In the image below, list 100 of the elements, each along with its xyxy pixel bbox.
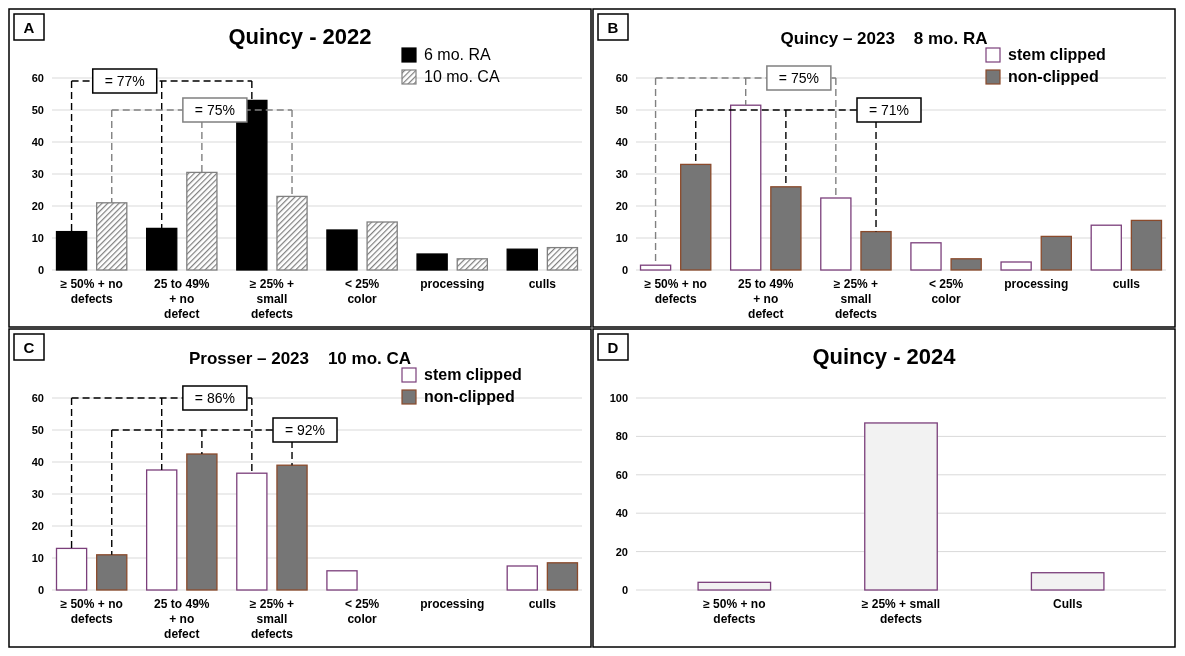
bar bbox=[366, 221, 398, 271]
legend-label: 10 mo. CA bbox=[424, 68, 500, 85]
y-tick-label: 20 bbox=[31, 200, 44, 212]
bar bbox=[860, 230, 892, 271]
bar bbox=[729, 104, 762, 271]
y-tick-label: 80 bbox=[615, 430, 628, 443]
chart-title: Quincy - 2022 bbox=[228, 24, 372, 49]
panel-letter-box: A bbox=[13, 13, 45, 41]
legend-label: stem clipped bbox=[424, 366, 522, 383]
legend-label: stem clipped bbox=[1008, 46, 1106, 63]
x-tick-label: 25 to 49% + no defect bbox=[154, 597, 210, 641]
y-tick-label: 40 bbox=[615, 507, 628, 520]
bar bbox=[546, 246, 579, 271]
chart-title: Quincy - 2024 bbox=[812, 344, 957, 369]
x-tick-label: 25 to 49% + no defect bbox=[738, 277, 794, 321]
y-tick-label: 30 bbox=[31, 168, 44, 180]
bar bbox=[1130, 219, 1163, 271]
bar bbox=[96, 554, 128, 591]
bar bbox=[506, 565, 538, 591]
x-tick-label: processing bbox=[1004, 277, 1069, 291]
x-tick-label: ≥ 50% + no defects bbox=[60, 277, 123, 306]
x-tick-label: culls bbox=[528, 597, 557, 611]
x-tick-label: culls bbox=[528, 277, 557, 291]
bar bbox=[950, 258, 982, 271]
bar bbox=[276, 195, 308, 271]
annotation: = 75% bbox=[778, 70, 819, 86]
y-tick-label: 50 bbox=[615, 104, 628, 116]
bar bbox=[186, 171, 218, 271]
bar bbox=[416, 253, 448, 271]
y-tick-label: 0 bbox=[621, 264, 628, 276]
y-tick-label: 10 bbox=[615, 232, 628, 244]
y-tick-label: 60 bbox=[615, 72, 628, 84]
y-tick-label: 30 bbox=[31, 488, 44, 500]
bar bbox=[680, 163, 712, 271]
x-tick-label: < 25% color bbox=[344, 597, 380, 626]
x-tick-label: ≥ 50% + no defects bbox=[60, 597, 123, 626]
annotation: = 77% bbox=[104, 73, 145, 89]
y-tick-label: 10 bbox=[31, 232, 44, 244]
x-tick-label: processing bbox=[420, 277, 485, 291]
bar bbox=[1090, 224, 1122, 271]
bar bbox=[1000, 261, 1032, 271]
bar bbox=[145, 227, 178, 271]
y-tick-label: 10 bbox=[31, 552, 44, 564]
bar bbox=[276, 464, 308, 591]
y-tick-label: 100 bbox=[609, 392, 628, 404]
x-tick-label: < 25% color bbox=[928, 277, 964, 306]
legend-label: non-clipped bbox=[1008, 68, 1099, 85]
chart-title: Quincy – 2023 8 mo. RA bbox=[780, 29, 988, 48]
panel-letter-box: D bbox=[597, 333, 629, 361]
annotation: = 71% bbox=[868, 102, 910, 118]
y-tick-label: 20 bbox=[615, 200, 628, 212]
bar bbox=[1040, 235, 1073, 271]
bar bbox=[820, 197, 852, 271]
legend-label: 6 mo. RA bbox=[424, 46, 492, 63]
y-tick-label: 20 bbox=[615, 545, 628, 558]
x-tick-label: ≥ 50% + no defects bbox=[644, 277, 707, 306]
legend-label: non-clipped bbox=[424, 388, 515, 405]
panel-letter-box: C bbox=[13, 333, 45, 361]
y-tick-label: 0 bbox=[37, 584, 44, 596]
y-tick-label: 50 bbox=[31, 104, 44, 116]
x-tick-label: Culls bbox=[1052, 597, 1083, 611]
x-tick-label: ≥ 25% + small defects bbox=[249, 277, 295, 321]
annotation: = 75% bbox=[194, 102, 235, 118]
bar bbox=[770, 186, 802, 271]
y-tick-label: 0 bbox=[621, 584, 628, 596]
bar bbox=[96, 202, 128, 271]
panel-letter-box: B bbox=[597, 13, 629, 41]
bar bbox=[1030, 572, 1105, 591]
y-tick-label: 60 bbox=[615, 468, 628, 481]
y-tick-label: 60 bbox=[31, 72, 44, 84]
x-tick-label: < 25% color bbox=[344, 277, 380, 306]
bar bbox=[910, 242, 942, 271]
bar bbox=[55, 230, 88, 271]
y-tick-label: 30 bbox=[615, 168, 628, 180]
bar bbox=[145, 469, 178, 591]
bar bbox=[697, 581, 772, 591]
x-tick-label: 25 to 49% + no defect bbox=[154, 277, 210, 321]
bar bbox=[236, 472, 268, 591]
y-tick-label: 40 bbox=[615, 136, 628, 148]
bar bbox=[456, 258, 489, 271]
annotation: = 92% bbox=[284, 422, 326, 438]
annotation: = 86% bbox=[194, 390, 235, 406]
y-tick-label: 60 bbox=[31, 392, 44, 404]
x-tick-label: ≥ 25% + small defects bbox=[861, 597, 941, 626]
bar bbox=[639, 264, 672, 271]
x-tick-label: ≥ 25% + small defects bbox=[249, 597, 295, 641]
y-tick-label: 40 bbox=[31, 456, 44, 468]
bar bbox=[546, 562, 579, 591]
bar bbox=[326, 570, 358, 591]
y-tick-label: 20 bbox=[31, 520, 44, 532]
y-tick-label: 50 bbox=[31, 424, 44, 436]
bar bbox=[186, 453, 218, 591]
y-tick-label: 0 bbox=[37, 264, 44, 276]
bar bbox=[506, 248, 538, 271]
x-tick-label: culls bbox=[1112, 277, 1141, 291]
bar bbox=[326, 229, 358, 271]
x-tick-label: processing bbox=[420, 597, 485, 611]
chart-title: Prosser – 2023 10 mo. CA bbox=[188, 349, 412, 368]
bar bbox=[55, 547, 88, 591]
bar bbox=[236, 99, 268, 271]
